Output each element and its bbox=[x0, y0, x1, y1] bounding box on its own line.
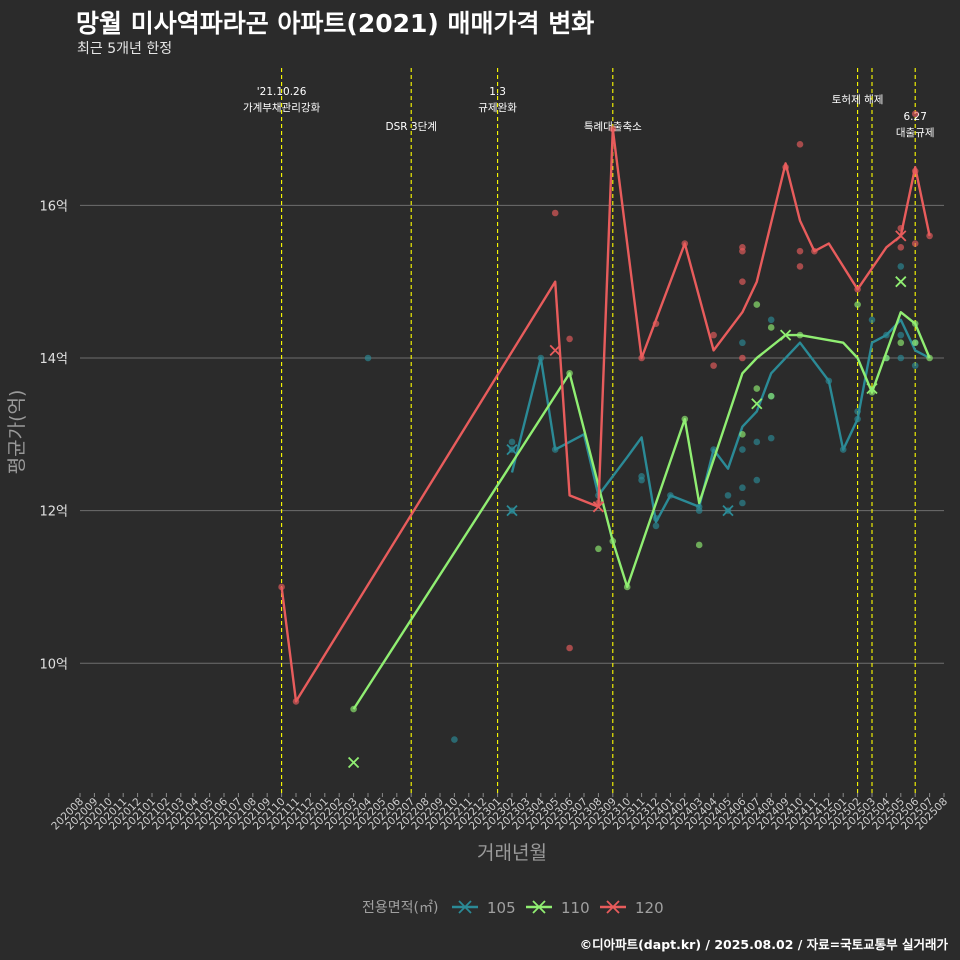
data-point bbox=[911, 110, 919, 118]
data-point bbox=[710, 331, 717, 339]
series-105 bbox=[364, 263, 931, 743]
data-point bbox=[739, 278, 746, 285]
data-point bbox=[911, 362, 919, 369]
data-point bbox=[897, 339, 905, 347]
legend-marker bbox=[606, 900, 620, 914]
x-marker bbox=[592, 501, 605, 513]
series-line bbox=[352, 311, 931, 710]
data-point bbox=[739, 499, 746, 507]
data-point bbox=[897, 331, 905, 339]
data-point bbox=[767, 324, 775, 331]
series-line bbox=[280, 127, 931, 703]
series-line bbox=[510, 318, 931, 524]
data-point bbox=[854, 301, 861, 308]
data-point bbox=[753, 476, 761, 484]
data-point bbox=[897, 263, 905, 270]
y-tick-label: 16억 bbox=[39, 199, 68, 214]
source-caption: ©디아파트(dapt.kr) / 2025.08.02 / 자료=국토교통부 실… bbox=[579, 937, 948, 952]
y-tick-label: 12억 bbox=[39, 505, 68, 520]
data-point bbox=[695, 541, 703, 549]
legend-label: 105 bbox=[487, 899, 516, 917]
chart-subtitle: 최근 5개년 한정 bbox=[77, 41, 173, 57]
data-point bbox=[739, 484, 746, 492]
legend-marker bbox=[458, 900, 472, 914]
event-annotation: 가계부채관리강화 bbox=[243, 102, 321, 114]
data-point bbox=[868, 316, 876, 324]
x-marker bbox=[506, 443, 518, 456]
gridlines bbox=[80, 204, 944, 664]
x-marker bbox=[895, 230, 907, 242]
data-point bbox=[753, 385, 761, 392]
event-annotation: 규제완화 bbox=[478, 101, 517, 114]
data-point bbox=[897, 354, 905, 362]
event-annotation: DSR 3단계 bbox=[386, 121, 437, 133]
data-point bbox=[897, 244, 905, 251]
data-point bbox=[638, 472, 645, 480]
data-point bbox=[739, 247, 746, 255]
event-annotation: 토허제 해제 bbox=[832, 93, 884, 106]
y-axis-ticks: 10억 12억 14억 16억 bbox=[39, 199, 68, 672]
data-point bbox=[710, 362, 717, 369]
data-point bbox=[767, 392, 775, 400]
x-marker bbox=[506, 504, 518, 517]
series-120 bbox=[278, 110, 933, 705]
data-point bbox=[566, 644, 573, 652]
data-point bbox=[566, 335, 573, 343]
x-marker bbox=[722, 504, 734, 517]
data-point bbox=[551, 209, 559, 217]
data-point bbox=[451, 736, 458, 743]
data-point bbox=[753, 301, 761, 308]
data-point bbox=[695, 507, 703, 514]
x-axis-ticks: 2020082020092020102020112020122021012021… bbox=[49, 793, 950, 832]
x-marker bbox=[549, 344, 561, 357]
event-annotation: '21.10.26 bbox=[257, 86, 307, 98]
data-point bbox=[652, 522, 660, 530]
legend: 전용면적(㎡) 105 110 120 bbox=[362, 899, 664, 917]
x-marker bbox=[779, 329, 792, 341]
series-110 bbox=[347, 276, 933, 769]
event-annotation: 대출규제 bbox=[896, 127, 935, 139]
data-point bbox=[796, 247, 804, 255]
data-point bbox=[767, 434, 775, 442]
y-tick-label: 10억 bbox=[39, 657, 68, 672]
x-marker bbox=[895, 276, 907, 288]
plot-area bbox=[278, 110, 933, 769]
data-point bbox=[911, 240, 919, 247]
legend-label: 120 bbox=[635, 899, 664, 917]
data-point bbox=[739, 446, 746, 453]
legend-title: 전용면적(㎡) bbox=[362, 900, 438, 916]
data-point bbox=[724, 492, 732, 499]
y-axis-label: 평균가(억) bbox=[6, 390, 28, 475]
x-axis-label: 거래년월 bbox=[477, 842, 547, 864]
chart-title: 망월 미사역파라곤 아파트(2021) 매매가격 변화 bbox=[76, 9, 595, 38]
data-point bbox=[739, 354, 746, 362]
x-marker bbox=[751, 398, 763, 410]
data-point bbox=[796, 263, 804, 270]
data-point bbox=[595, 545, 602, 553]
y-tick-label: 14억 bbox=[39, 352, 68, 367]
legend-marker bbox=[532, 900, 546, 914]
data-point bbox=[739, 339, 746, 347]
x-marker bbox=[347, 756, 360, 769]
data-point bbox=[911, 339, 919, 347]
data-point bbox=[753, 438, 761, 446]
data-point bbox=[796, 141, 804, 148]
event-annotation: 1.3 bbox=[489, 86, 506, 98]
data-point bbox=[767, 316, 775, 324]
x-marker bbox=[866, 382, 878, 395]
data-point bbox=[508, 438, 516, 446]
legend-label: 110 bbox=[561, 899, 590, 917]
data-point bbox=[364, 354, 372, 362]
data-point bbox=[739, 431, 746, 438]
